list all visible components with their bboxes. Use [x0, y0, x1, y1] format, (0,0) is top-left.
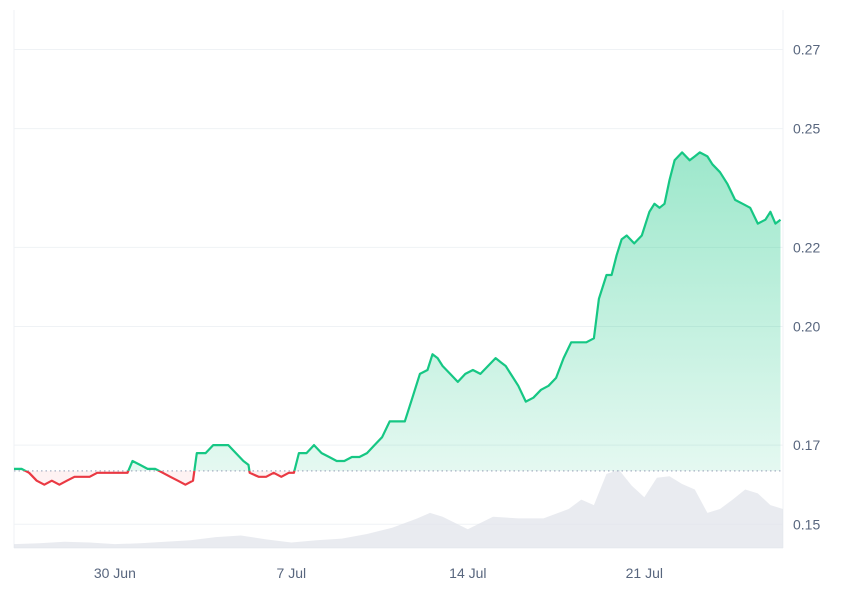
price-area-up	[14, 152, 781, 471]
y-tick-label: 0.20	[793, 318, 820, 334]
y-tick-label: 0.15	[793, 516, 820, 532]
x-tick-label: 21 Jul	[626, 565, 663, 581]
y-axis: 0.15 0.17 0.20 0.22 0.25 0.27	[793, 42, 820, 533]
x-axis: 30 Jun 7 Jul 14 Jul 21 Jul	[94, 565, 663, 581]
price-line-up	[14, 151, 782, 471]
y-tick-label: 0.17	[793, 437, 820, 453]
x-tick-label: 30 Jun	[94, 565, 136, 581]
price-area-down	[14, 470, 781, 485]
y-tick-label: 0.27	[793, 42, 820, 58]
y-tick-label: 0.25	[793, 121, 820, 137]
volume-area-path	[14, 470, 783, 548]
x-tick-label: 14 Jul	[449, 565, 486, 581]
price-area	[14, 152, 781, 485]
y-tick-label: 0.22	[793, 239, 820, 255]
x-tick-label: 7 Jul	[277, 565, 307, 581]
price-line	[14, 151, 782, 486]
volume-area	[14, 470, 783, 548]
